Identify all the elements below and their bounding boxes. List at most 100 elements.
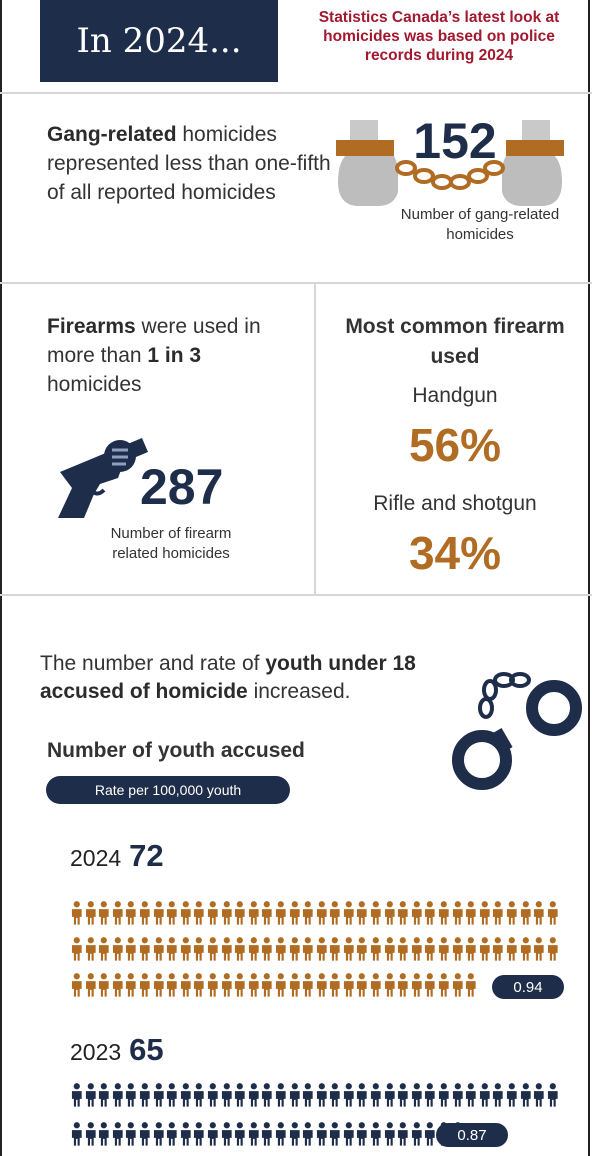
rifle-percent: 34% [408,527,502,579]
person-icon [384,973,395,997]
person-icon [126,937,137,961]
person-icon [167,973,177,997]
person-icon [99,1083,109,1107]
year-2024-label: 2024 72 [70,838,164,873]
person-icon [248,901,259,925]
person-icon [343,937,354,961]
person-icon [384,901,395,925]
person-icon [384,1083,395,1107]
person-icon [207,937,218,961]
firearms-statement: Firearms were used in more than 1 in 3 h… [47,315,261,396]
person-icon [343,973,354,997]
common-firearm-heading: Most common firearm used [345,315,565,368]
person-icon [262,1083,272,1107]
person-icon [398,937,408,961]
person-icon [411,901,422,925]
person-icon [534,937,544,961]
person-icon [139,901,150,925]
person-icon [71,973,82,997]
gang-caption: Number of gang-related homicides [400,206,560,243]
person-icon [153,973,164,997]
person-icon [248,973,259,997]
person-icon [275,1122,286,1146]
person-icon [71,901,82,925]
person-icon [221,1083,232,1107]
person-icon [262,973,272,997]
person-icon [425,937,436,961]
person-icon [85,901,96,925]
pictogram-row [70,936,559,962]
person-icon [330,1122,340,1146]
person-icon [275,973,286,997]
person-icon [221,937,232,961]
person-icon [71,937,82,961]
person-icon [126,1083,137,1107]
person-icon [289,937,300,961]
person-icon [425,901,436,925]
pictogram-row [70,1082,559,1108]
person-icon [221,1122,232,1146]
person-icon [506,937,517,961]
person-icon [303,973,313,997]
person-icon [506,1083,517,1107]
person-icon [357,973,368,997]
firearms-caption: Number of firearm related homicides [110,525,232,562]
person-icon [303,937,313,961]
person-icon [167,1122,177,1146]
person-icon [371,937,381,961]
person-icon [357,1083,368,1107]
person-icon [153,1122,164,1146]
person-icon [289,1122,300,1146]
person-icon [547,901,558,925]
person-icon [384,937,395,961]
person-icon [357,901,368,925]
person-icon [275,937,286,961]
person-icon [180,1122,191,1146]
person-icon [235,937,245,961]
source-note: Statistics Canada’s latest look at homic… [318,9,560,64]
gang-statement: Gang-related homicides represented less … [47,123,331,204]
person-icon [316,901,327,925]
person-icon [99,901,109,925]
rate-2024-badge: 0.94 [492,975,564,999]
pictogram-row [70,972,478,998]
person-icon [330,937,340,961]
person-icon [180,937,191,961]
person-icon [194,1122,204,1146]
person-icon [126,1122,137,1146]
person-icon [85,1122,96,1146]
person-icon [85,973,96,997]
person-icon [520,1083,531,1107]
person-icon [438,901,449,925]
person-icon [139,973,150,997]
person-icon [371,1122,381,1146]
person-icon [153,901,164,925]
person-icon [275,1083,286,1107]
person-icon [99,1122,109,1146]
person-icon [289,901,300,925]
person-icon [207,1122,218,1146]
person-icon [330,901,340,925]
person-icon [139,1122,150,1146]
person-icon [126,973,137,997]
person-icon [466,937,476,961]
person-icon [289,1083,300,1107]
person-icon [207,1083,218,1107]
rate-pill: Rate per 100,000 youth [46,776,290,804]
shackled-fists-icon [336,120,564,206]
rate-2023-badge: 0.87 [436,1123,508,1147]
person-icon [371,1083,381,1107]
person-icon [207,901,218,925]
person-icon [71,1083,82,1107]
person-icon [330,973,340,997]
person-icon [180,901,191,925]
gang-number: 152 [413,113,497,169]
revolver-icon [58,438,148,518]
person-icon [466,901,476,925]
person-icon [316,937,327,961]
person-icon [343,1122,354,1146]
pictogram-row [70,900,559,926]
person-icon [520,937,531,961]
person-icon [493,901,504,925]
